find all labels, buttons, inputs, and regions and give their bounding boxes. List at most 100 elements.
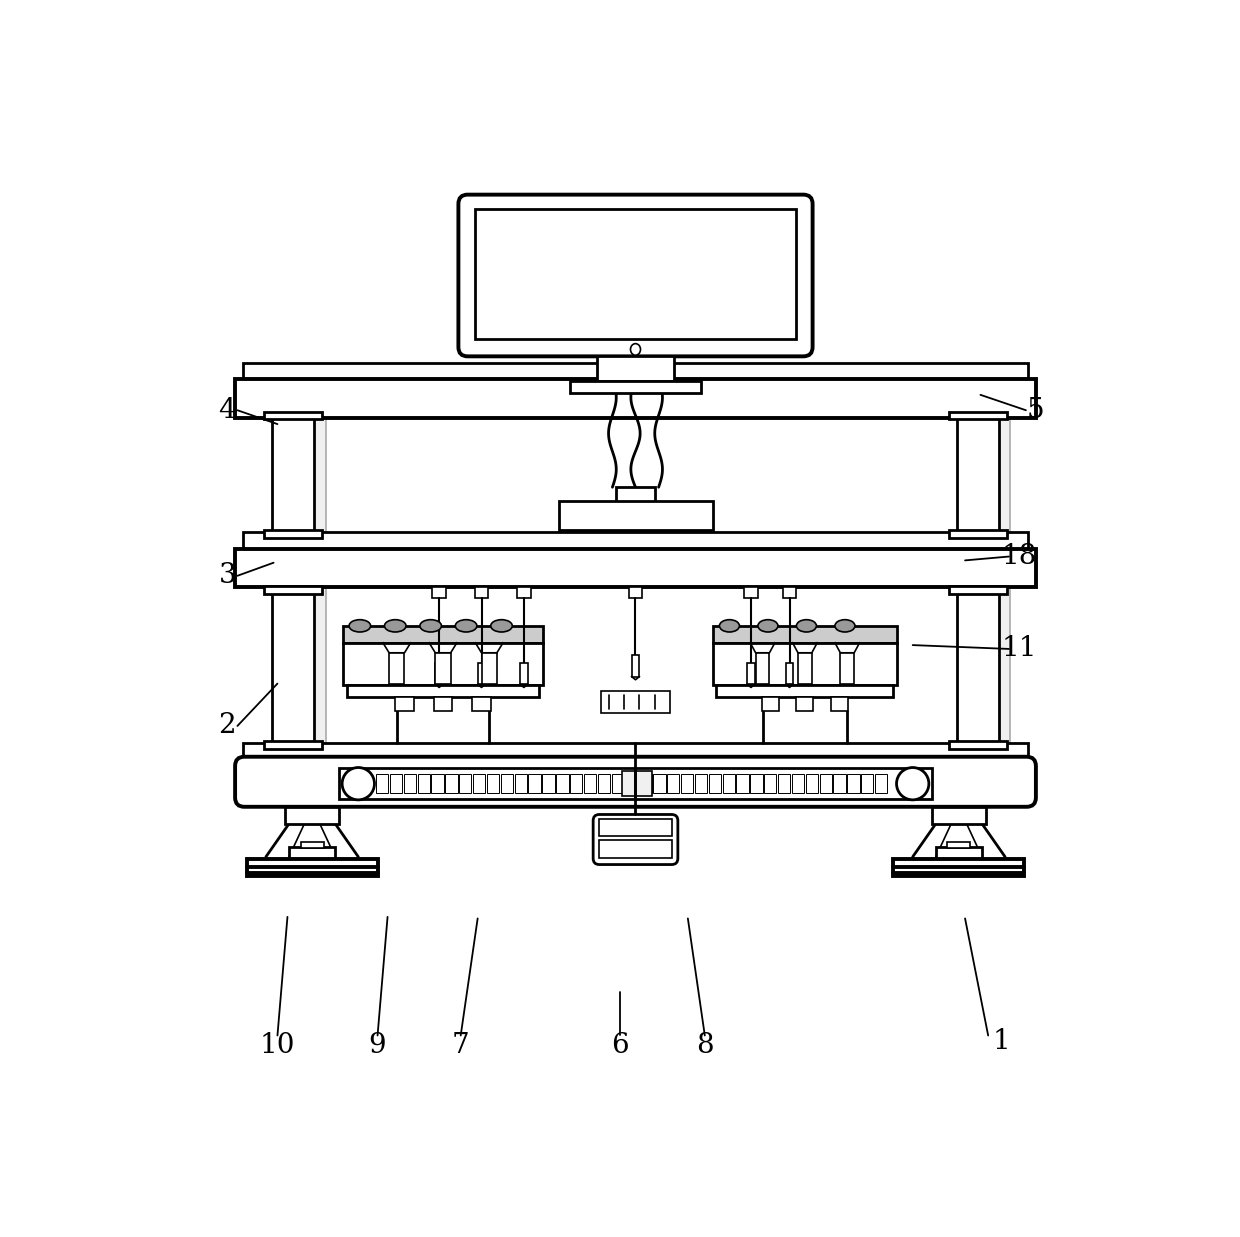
Bar	[247, 860, 377, 876]
Bar	[557, 774, 568, 793]
Bar	[487, 774, 500, 793]
Bar	[737, 774, 749, 793]
Text: 6: 6	[611, 1032, 629, 1059]
Ellipse shape	[342, 767, 374, 800]
Bar	[598, 774, 610, 793]
Bar	[243, 532, 1028, 549]
Bar	[264, 741, 322, 750]
Bar	[799, 653, 812, 684]
Bar	[949, 412, 1007, 419]
Bar	[640, 774, 652, 793]
Bar	[750, 774, 763, 793]
Bar	[347, 685, 539, 698]
Bar	[472, 698, 491, 711]
Bar	[755, 653, 770, 684]
Bar	[243, 743, 1028, 757]
Bar	[599, 840, 672, 858]
Bar	[343, 643, 543, 685]
Ellipse shape	[455, 620, 477, 632]
FancyBboxPatch shape	[459, 194, 812, 356]
Bar	[285, 807, 339, 824]
Bar	[949, 741, 1007, 750]
Bar	[748, 663, 755, 684]
Bar	[629, 588, 642, 599]
Bar	[833, 774, 846, 793]
Bar	[459, 774, 471, 793]
Bar	[708, 774, 720, 793]
Bar	[264, 586, 322, 594]
Text: 3: 3	[218, 563, 236, 589]
Ellipse shape	[758, 620, 777, 632]
Bar	[435, 663, 443, 684]
Bar	[949, 531, 1007, 538]
Bar	[621, 772, 652, 797]
Bar	[517, 588, 531, 599]
Bar	[796, 698, 813, 711]
Bar	[806, 774, 818, 793]
Bar	[264, 412, 322, 419]
Bar	[667, 774, 680, 793]
Bar	[717, 685, 894, 698]
Bar	[820, 774, 832, 793]
Bar	[611, 774, 624, 793]
Text: 2: 2	[218, 713, 236, 740]
Bar	[968, 588, 1011, 743]
Bar	[764, 774, 776, 793]
Bar	[932, 807, 986, 824]
Bar	[433, 588, 446, 599]
Bar	[472, 774, 485, 793]
Ellipse shape	[384, 620, 405, 632]
Bar	[272, 418, 315, 532]
Bar	[947, 842, 971, 849]
Bar	[744, 588, 758, 599]
Ellipse shape	[796, 620, 816, 632]
Bar	[339, 768, 932, 799]
Bar	[558, 501, 713, 531]
Bar	[570, 381, 701, 393]
Bar	[792, 774, 804, 793]
Bar	[956, 588, 999, 743]
Bar	[653, 774, 666, 793]
Bar	[432, 774, 444, 793]
Bar	[599, 819, 672, 836]
Bar	[520, 663, 528, 684]
Ellipse shape	[835, 620, 854, 632]
Text: 1: 1	[992, 1028, 1011, 1055]
Bar	[861, 774, 873, 793]
Bar	[404, 774, 417, 793]
Bar	[528, 774, 541, 793]
Bar	[264, 531, 322, 538]
Bar	[236, 380, 1035, 418]
Bar	[949, 586, 1007, 594]
Bar	[875, 774, 888, 793]
Bar	[956, 418, 999, 532]
Bar	[418, 774, 430, 793]
Bar	[445, 774, 458, 793]
Bar	[475, 209, 796, 339]
FancyBboxPatch shape	[593, 814, 678, 865]
Text: 4: 4	[218, 397, 236, 424]
Bar	[396, 698, 414, 711]
Ellipse shape	[350, 620, 371, 632]
Bar	[584, 774, 596, 793]
Text: 5: 5	[1027, 397, 1045, 424]
Bar	[542, 774, 554, 793]
Bar	[389, 653, 404, 684]
Bar	[601, 691, 670, 713]
Bar	[936, 847, 982, 860]
Bar	[289, 847, 335, 860]
Ellipse shape	[630, 344, 641, 355]
Bar	[475, 588, 489, 599]
Ellipse shape	[491, 620, 512, 632]
Text: 11: 11	[1001, 636, 1037, 663]
Bar	[300, 842, 324, 849]
Bar	[616, 487, 655, 502]
Bar	[515, 774, 527, 793]
Bar	[376, 774, 388, 793]
Bar	[761, 698, 779, 711]
Bar	[894, 860, 1024, 876]
Bar	[625, 774, 637, 793]
Bar	[631, 656, 640, 677]
Text: 18: 18	[1001, 543, 1037, 570]
Bar	[596, 356, 675, 381]
